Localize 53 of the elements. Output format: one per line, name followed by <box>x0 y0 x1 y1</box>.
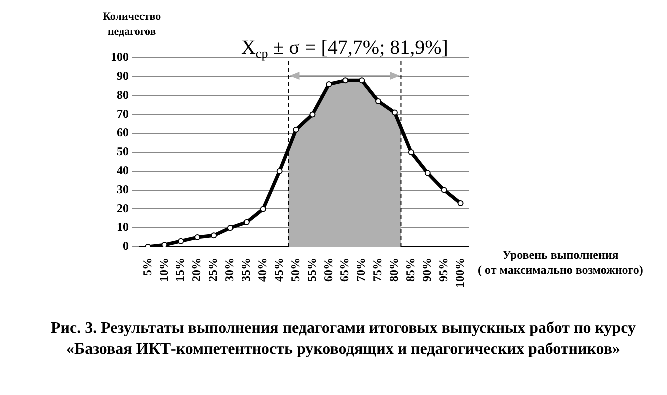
point <box>408 150 414 156</box>
x-tick-label: 25% <box>206 258 220 282</box>
x-tick-label: 50% <box>288 258 302 282</box>
y-axis-title: Количество педагогов <box>103 10 162 40</box>
point <box>260 206 266 212</box>
point <box>359 78 366 84</box>
x-tick-label: 70% <box>354 258 368 282</box>
x-tick-label: 5% <box>140 258 154 276</box>
point <box>194 234 201 241</box>
y-tick-label: 0 <box>123 239 129 254</box>
point <box>392 110 398 116</box>
x-axis-title: Уровень выполнения ( от максимально возможного) <box>478 248 644 278</box>
x-tick-label: 90% <box>420 258 434 282</box>
y-tick-label: 60 <box>117 126 129 140</box>
x-tick-label: 20% <box>190 258 204 282</box>
y-tick-label: 10 <box>117 220 129 234</box>
x-tick-label: 80% <box>387 258 402 282</box>
x-tick-label: 30% <box>222 258 237 282</box>
x-tick-label: 85% <box>404 258 418 282</box>
x-tick-label: 45% <box>272 258 286 282</box>
x-tick-label: 75% <box>370 258 385 282</box>
y-tick-label: 40 <box>117 163 129 178</box>
y-tick-label: 90 <box>117 68 129 83</box>
x-tick-label: 65% <box>338 258 352 282</box>
y-tick-label: 100 <box>111 50 129 64</box>
point <box>441 187 448 194</box>
x-tick-label: 95% <box>436 258 450 282</box>
y-tick-label: 30 <box>117 182 129 196</box>
point <box>162 242 168 247</box>
y-tick-label: 50 <box>117 144 129 159</box>
point <box>178 238 184 244</box>
y-tick-label: 80 <box>117 88 129 102</box>
point <box>211 232 218 239</box>
x-tick-label: 60% <box>321 258 336 282</box>
x-tick-label: 35% <box>239 258 254 282</box>
x-tick-label: 40% <box>255 258 270 282</box>
x-tick-label: 100% <box>452 258 467 288</box>
x-tick-label: 55% <box>304 258 319 282</box>
point <box>458 200 464 207</box>
point <box>244 219 250 226</box>
x-tick-label: 15% <box>173 258 188 282</box>
point <box>424 170 431 176</box>
point <box>342 78 349 84</box>
point <box>293 126 300 133</box>
point <box>227 225 234 232</box>
y-tick-label: 70 <box>117 106 129 121</box>
x-tick-label: 10% <box>156 258 171 282</box>
point <box>376 98 382 104</box>
text: Рис. 3. Результаты выполнения педагогами итоговых выпускных работ по курсу «Базовая ИКТ-компетентность руководящих и педагогических работников» <box>50 319 637 360</box>
y-tick-label: 20 <box>117 201 129 216</box>
point <box>310 112 316 118</box>
point <box>276 168 283 174</box>
point <box>326 81 332 88</box>
